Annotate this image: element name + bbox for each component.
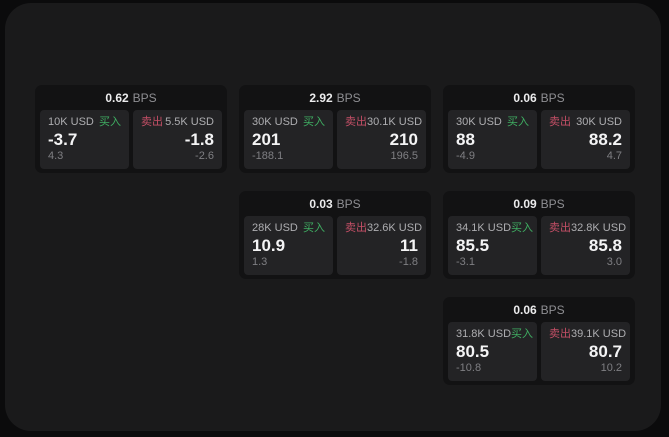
sell-sub-value: 4.7 (606, 150, 622, 162)
trading-quote-board: 0.62 BPS 10K USD 买入 -3.7 4.3 卖出 5.5K USD (5, 3, 661, 431)
bps-value: 0.09 (513, 196, 537, 211)
buy-price: -3.7 (48, 130, 78, 149)
sell-sub-value: -2.6 (195, 150, 214, 162)
quote-card-5: 0.09 BPS 34.1K USD 买入 85.5 -3.1 卖出 32.8K… (443, 191, 635, 279)
quote-card-3: 0.06 BPS 30K USD 买入 88 -4.9 卖出 30K USD (443, 85, 635, 173)
buy-sub-value: -3.1 (456, 256, 475, 268)
bps-value: 0.06 (513, 90, 537, 105)
bps-unit-label: BPS (540, 302, 565, 317)
sell-quote-panel[interactable]: 卖出 32.6K USD 11 -1.8 (337, 216, 426, 275)
buy-side-label: 买入 (511, 222, 534, 234)
sell-quote-panel[interactable]: 卖出 39.1K USD 80.7 10.2 (541, 322, 630, 381)
sell-quote-panel[interactable]: 卖出 30.1K USD 210 196.5 (337, 110, 426, 169)
sell-sub-value: -1.8 (399, 256, 418, 268)
buy-sub-value: 4.3 (48, 150, 64, 162)
sell-sub-value: 10.2 (600, 362, 622, 374)
sell-price: 210 (389, 130, 418, 149)
buy-price: 201 (252, 130, 281, 149)
quote-card-4: 0.03 BPS 28K USD 买入 10.9 1.3 卖出 32.6K US… (239, 191, 431, 279)
sell-amount: 32.6K USD (367, 222, 423, 234)
sell-side-label: 卖出 (549, 116, 571, 128)
buy-amount: 31.8K USD (456, 328, 512, 340)
quote-card-6: 0.06 BPS 31.8K USD 买入 80.5 -10.8 卖出 39.1… (443, 297, 635, 385)
buy-amount: 30K USD (456, 116, 502, 128)
buy-side-label: 买入 (511, 328, 534, 340)
buy-amount: 30K USD (252, 116, 298, 128)
sell-amount: 32.8K USD (571, 222, 627, 234)
buy-sub-value: -10.8 (456, 362, 482, 374)
bps-value: 2.92 (309, 90, 333, 105)
bps-value: 0.03 (309, 196, 333, 211)
bps-header: 0.06 BPS (443, 297, 635, 322)
sell-side-label: 卖出 (549, 328, 571, 340)
sell-price: 80.7 (588, 342, 622, 361)
buy-side-label: 买入 (507, 116, 529, 128)
buy-amount: 10K USD (48, 116, 94, 128)
quote-card-1: 0.62 BPS 10K USD 买入 -3.7 4.3 卖出 5.5K USD (35, 85, 227, 173)
buy-quote-panel[interactable]: 30K USD 买入 201 -188.1 (244, 110, 333, 169)
sell-side-label: 卖出 (549, 222, 571, 234)
sell-price: 88.2 (588, 130, 622, 149)
sell-amount: 5.5K USD (165, 116, 214, 128)
sell-price: 85.8 (588, 236, 622, 255)
buy-price: 10.9 (252, 236, 286, 255)
sell-amount: 39.1K USD (571, 328, 627, 340)
sell-amount: 30.1K USD (367, 116, 423, 128)
quote-card-2: 2.92 BPS 30K USD 买入 201 -188.1 卖出 30.1K … (239, 85, 431, 173)
bps-header: 0.09 BPS (443, 191, 635, 216)
buy-quote-panel[interactable]: 10K USD 买入 -3.7 4.3 (40, 110, 129, 169)
buy-sub-value: -4.9 (456, 150, 475, 162)
sell-quote-panel[interactable]: 卖出 5.5K USD -1.8 -2.6 (133, 110, 222, 169)
bps-unit-label: BPS (336, 90, 361, 105)
buy-side-label: 买入 (303, 222, 325, 234)
buy-amount: 34.1K USD (456, 222, 512, 234)
sell-sub-value: 3.0 (606, 256, 622, 268)
bps-value: 0.06 (513, 302, 537, 317)
bps-unit-label: BPS (132, 90, 157, 105)
bps-value: 0.62 (105, 90, 129, 105)
bps-unit-label: BPS (540, 90, 565, 105)
sell-side-label: 卖出 (141, 116, 163, 128)
buy-quote-panel[interactable]: 30K USD 买入 88 -4.9 (448, 110, 537, 169)
sell-sub-value: 196.5 (390, 150, 418, 162)
buy-side-label: 买入 (99, 116, 121, 128)
sell-side-label: 卖出 (345, 222, 367, 234)
sell-quote-panel[interactable]: 卖出 30K USD 88.2 4.7 (541, 110, 630, 169)
buy-side-label: 买入 (303, 116, 325, 128)
sell-price: 11 (400, 236, 418, 255)
buy-sub-value: -188.1 (252, 150, 284, 162)
buy-sub-value: 1.3 (252, 256, 268, 268)
bps-header: 0.03 BPS (239, 191, 431, 216)
sell-quote-panel[interactable]: 卖出 32.8K USD 85.8 3.0 (541, 216, 630, 275)
buy-amount: 28K USD (252, 222, 298, 234)
sell-side-label: 卖出 (345, 116, 367, 128)
sell-amount: 30K USD (576, 116, 622, 128)
bps-unit-label: BPS (540, 196, 565, 211)
buy-price: 80.5 (456, 342, 490, 361)
sell-price: -1.8 (184, 130, 214, 149)
buy-price: 88 (456, 130, 475, 149)
buy-quote-panel[interactable]: 31.8K USD 买入 80.5 -10.8 (448, 322, 537, 381)
quote-grid: 0.62 BPS 10K USD 买入 -3.7 4.3 卖出 5.5K USD (35, 85, 635, 385)
bps-header: 0.06 BPS (443, 85, 635, 110)
bps-unit-label: BPS (336, 196, 361, 211)
buy-price: 85.5 (456, 236, 490, 255)
bps-header: 0.62 BPS (35, 85, 227, 110)
buy-quote-panel[interactable]: 28K USD 买入 10.9 1.3 (244, 216, 333, 275)
buy-quote-panel[interactable]: 34.1K USD 买入 85.5 -3.1 (448, 216, 537, 275)
bps-header: 2.92 BPS (239, 85, 431, 110)
